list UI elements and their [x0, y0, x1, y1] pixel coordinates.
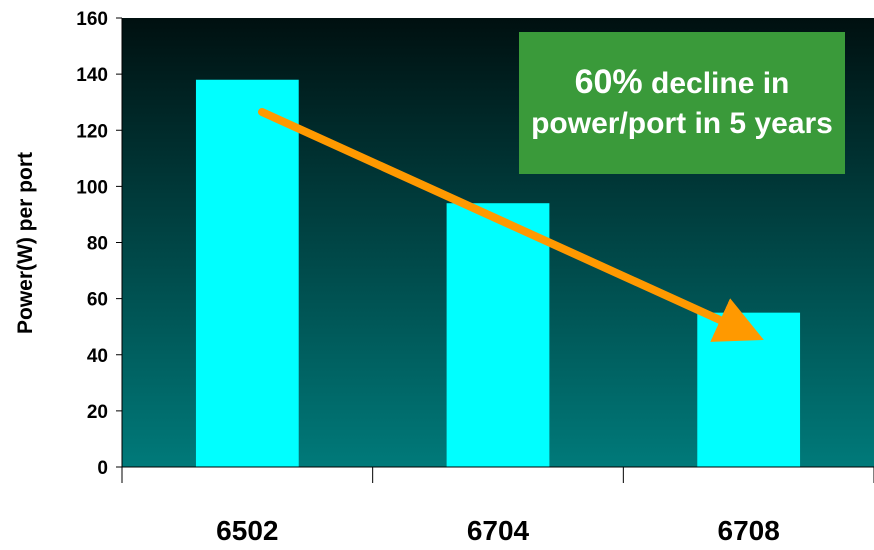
y-tick-label: 40	[87, 346, 108, 367]
y-tick-label: 160	[76, 9, 108, 30]
y-tick-label: 60	[87, 290, 108, 311]
x-category-label: 6708	[718, 515, 780, 546]
x-category-label: 6704	[467, 515, 530, 546]
bar-6502	[195, 79, 299, 468]
y-tick-label: 140	[76, 65, 108, 86]
annotation-callout: 60% decline in power/port in 5 years	[519, 32, 845, 174]
y-tick-label: 100	[76, 177, 108, 198]
y-tick-label: 20	[87, 402, 108, 423]
bar-6708	[697, 312, 801, 467]
annotation-text: decline in power/port in 5 years	[531, 67, 833, 140]
y-axis-title: Power(W) per port	[14, 152, 37, 334]
bar-6704	[446, 203, 550, 467]
annotation-text-block: 60% decline in power/port in 5 years	[527, 62, 837, 144]
x-category-label: 6502	[216, 515, 278, 546]
y-tick-label: 120	[76, 121, 108, 142]
annotation-lead: 60%	[574, 63, 643, 101]
trend-arrow	[258, 108, 764, 342]
y-tick-label: 80	[87, 234, 108, 255]
y-tick-label: 0	[97, 458, 108, 479]
